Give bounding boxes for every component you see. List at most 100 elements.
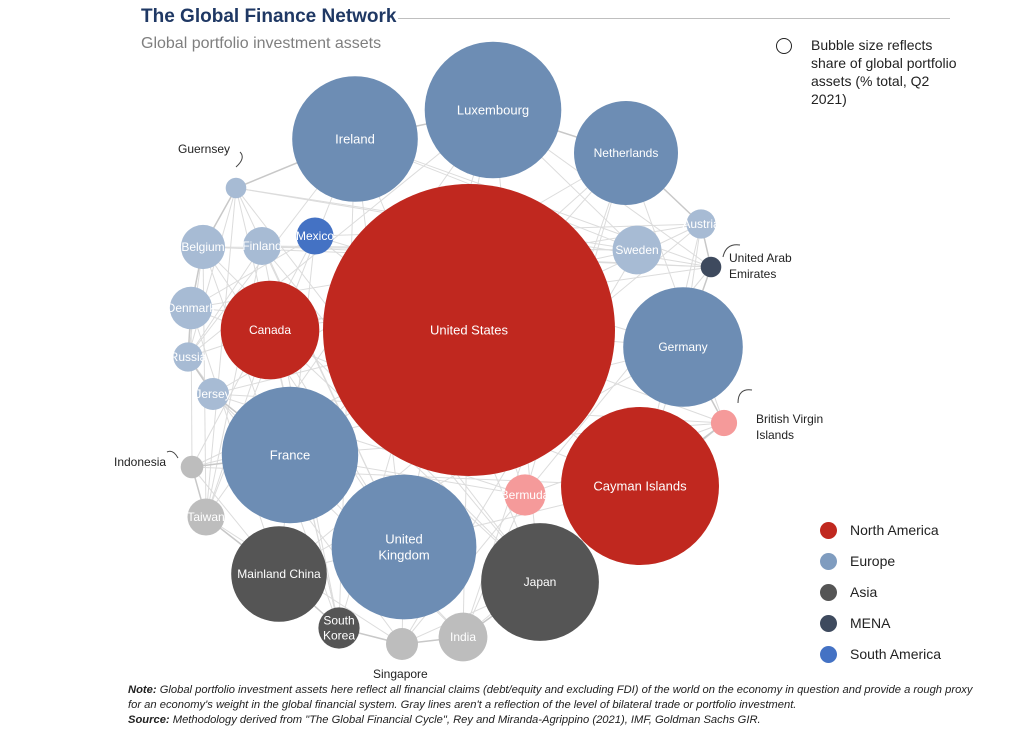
bubble-circle (180, 224, 226, 270)
bubble-netherlands: Netherlands (574, 101, 678, 205)
bubble-circle (574, 101, 678, 205)
bubble-france: France (221, 386, 359, 524)
bubble-mexico: Mexico (296, 217, 334, 255)
note-text: Global portfolio investment assets here … (128, 684, 973, 711)
bubble-taiwan: Taiwan (187, 498, 225, 536)
bubble-label: Cayman Islands (593, 479, 687, 494)
bubble-size-note-text: Bubble size reflects share of global por… (811, 37, 957, 107)
legend-label: North America (850, 522, 939, 538)
bubble-label: South Korea (323, 614, 355, 643)
source-label: Source: (128, 714, 170, 726)
note-label: Note: (128, 684, 157, 696)
bubble-circle (292, 76, 418, 202)
bubble-label: Japan (524, 575, 557, 589)
bubble-circle (438, 612, 488, 662)
network-line (187, 245, 263, 358)
bubble-circle (331, 474, 477, 620)
circle-icon (776, 38, 792, 54)
bubble-circle (623, 287, 743, 407)
legend-swatch (820, 553, 837, 570)
callout-arrow (166, 450, 179, 459)
bubble-label: Russia (170, 350, 207, 364)
bubble-label: Luxembourg (457, 103, 529, 118)
bubble-label: Guernsey (178, 142, 230, 156)
bubble-circle (504, 474, 546, 516)
bubble-circle (386, 628, 418, 660)
bubble-label: Germany (658, 340, 707, 354)
legend-swatch (820, 584, 837, 601)
footer-note: Note: Global portfolio investment assets… (128, 683, 978, 713)
bubble-circle (612, 225, 662, 275)
bubble-canada: Canada (220, 280, 320, 380)
bubble-india: India (438, 612, 488, 662)
bubble-label: United Kingdom (378, 532, 429, 563)
footer-source: Source: Methodology derived from "The Gl… (128, 713, 978, 728)
bubble-finland: Finland (242, 227, 282, 265)
bubble-label: Indonesia (114, 455, 166, 469)
network-line (187, 187, 237, 358)
bubble-label: United States (430, 323, 509, 338)
legend-label: MENA (850, 615, 891, 631)
bubble-circle (225, 177, 247, 199)
bubble-label: India (450, 630, 476, 644)
callout-arrow (235, 151, 243, 168)
bubble-circle (187, 498, 225, 536)
bubble-circle (424, 41, 562, 179)
bubble-circle (561, 407, 719, 565)
bubble-label: Belgium (181, 240, 224, 254)
bubble-circle (231, 526, 327, 622)
bubble-russia: Russia (170, 342, 207, 372)
bubble-circle (243, 227, 281, 265)
bubble-label: Taiwan (187, 510, 224, 524)
bubble-label: Canada (249, 323, 291, 337)
bubble-sweden: Sweden (612, 225, 662, 275)
bubble-circle (318, 607, 360, 649)
bubble-guernsey: Guernsey (178, 142, 247, 199)
bubble-label: Mexico (296, 229, 334, 243)
callout-arrow (737, 389, 753, 404)
bubble-label: Denmark (167, 301, 217, 315)
bubble-austria: Austria (682, 209, 720, 239)
bubble-label: Finland (242, 239, 281, 253)
bubble-united-arab-emirates: United Arab Emirates (700, 244, 792, 281)
bubble-denmark: Denmark (167, 286, 217, 330)
bubble-bermuda: Bermuda (501, 474, 550, 516)
bubble-south-korea: South Korea (318, 607, 360, 649)
bubble-japan: Japan (481, 523, 599, 641)
bubble-circle (686, 209, 716, 239)
network-line (190, 307, 193, 468)
bubble-circle (180, 455, 204, 479)
footer: Note: Global portfolio investment assets… (128, 683, 978, 728)
bubble-label: Sweden (615, 243, 658, 257)
bubble-label: Austria (682, 217, 720, 231)
legend-label: Asia (850, 584, 878, 600)
legend-label: South America (850, 646, 942, 662)
bubble-circle (220, 280, 320, 380)
legend-swatch (820, 646, 837, 663)
bubble-label: Jersey (195, 387, 230, 401)
bubble-jersey: Jersey (195, 378, 231, 410)
legend-swatch (820, 615, 837, 632)
callout-arrow (722, 244, 741, 258)
bubble-ireland: Ireland (292, 76, 418, 202)
bubble-label: Netherlands (594, 146, 659, 160)
bubble-mainland-china: Mainland China (231, 526, 327, 622)
bubble-label: Singapore (373, 667, 428, 681)
bubble-united-kingdom: United Kingdom (331, 474, 477, 620)
bubble-belgium: Belgium (180, 224, 226, 270)
title-rule (398, 18, 950, 19)
bubble-germany: Germany (623, 287, 743, 407)
bubble-label: France (270, 448, 310, 463)
bubble-circle (173, 342, 203, 372)
bubble-indonesia: Indonesia (114, 450, 204, 479)
bubble-label: Bermuda (501, 488, 550, 502)
legend-swatch (820, 522, 837, 539)
bubble-circle (197, 378, 229, 410)
bubble-label: Mainland China (237, 567, 321, 581)
bubble-cayman-islands: Cayman Islands (561, 407, 719, 565)
bubble-singapore: Singapore (373, 628, 428, 681)
bubble-circle (323, 184, 615, 476)
legend-label: Europe (850, 553, 896, 569)
bubble-circle (221, 386, 359, 524)
